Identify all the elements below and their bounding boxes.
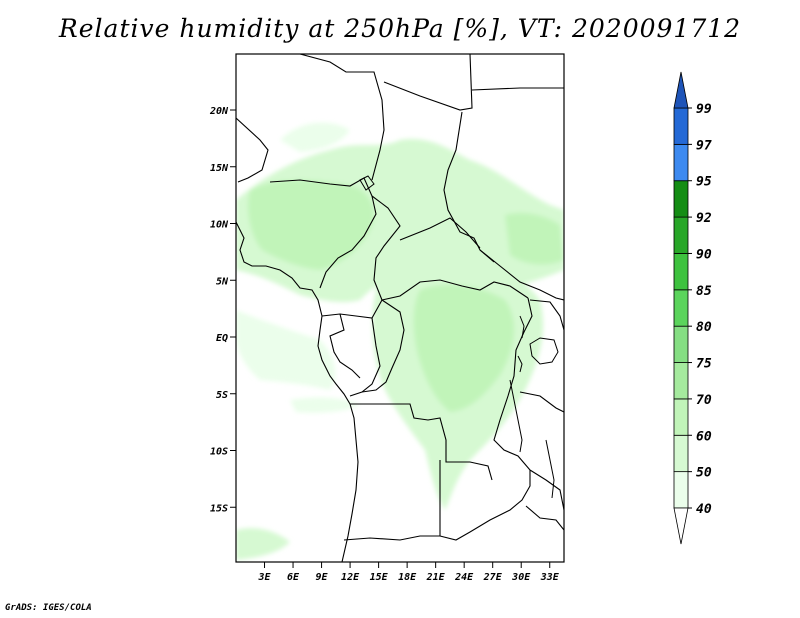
colorbar-label: 50: [696, 466, 712, 481]
lake-tanganyika: [509, 379, 523, 453]
lon-tick-label: 21E: [426, 572, 446, 583]
chart-title: Relative humidity at 250hPa [%], VT: 202…: [58, 14, 742, 43]
colorbar-segment: [673, 398, 689, 436]
lake-victoria: [529, 337, 559, 365]
lon-tick-label: 12E: [341, 572, 360, 583]
grads-credit: GrADS: IGES/COLA: [5, 603, 92, 613]
border-chad-car: [371, 195, 401, 301]
border-congo: [349, 317, 381, 397]
border-mozambique: [525, 505, 564, 531]
colorbar-label: 60: [696, 429, 712, 444]
colorbar-label: 92: [696, 211, 712, 226]
lat-tick-label: EQ: [216, 333, 228, 344]
colorbar-label: 80: [696, 320, 712, 335]
border-drc-east: [493, 297, 533, 471]
colorbar-label: 99: [696, 102, 712, 117]
colorbar-segment: [673, 180, 689, 218]
humidity-region-gulf: [290, 397, 360, 413]
colorbar-label: 40: [696, 502, 712, 517]
border-libya-egypt: [471, 87, 564, 91]
lat-tick-label: 5S: [216, 390, 228, 401]
humidity-region-north: [280, 122, 350, 152]
colorbar-segment: [673, 216, 689, 254]
colorbar-segment: [673, 289, 689, 327]
lat-tick-label: 10S: [210, 447, 228, 458]
colorbar-label: 95: [696, 175, 712, 190]
colorbar-label: 75: [696, 357, 712, 372]
lon-tick-label: 30E: [511, 572, 531, 583]
colorbar-segment: [673, 325, 689, 363]
lakes: [359, 175, 559, 499]
lat-tick-label: 20N: [209, 106, 229, 117]
colorbar-segment: [673, 362, 689, 400]
border-car-north: [399, 217, 481, 249]
lon-tick-label: 27E: [483, 572, 503, 583]
border-zambia: [439, 470, 531, 541]
border-sahara-north: [299, 54, 385, 181]
lake-chad: [359, 175, 375, 191]
humidity-region-atlantic: [236, 310, 336, 390]
colorbar-segment: [673, 107, 689, 145]
lat-tick-label: 10N: [210, 220, 229, 231]
humidity-region-southwest: [236, 528, 290, 560]
border-gabon-congo: [329, 313, 361, 379]
lake-kivu: [517, 355, 523, 373]
latitude-axis: 20N 15N 10N 5N EQ 5S 10S 15S: [209, 106, 236, 514]
longitude-axis: 3E 6E 9E 12E 15E 18E 21E 24E 27E 30E 33E: [257, 562, 560, 583]
border-drc-west: [361, 299, 405, 393]
colorbar-lower-arrow: [673, 507, 689, 545]
colorbar-segment: [673, 434, 689, 473]
colorbar-label: 85: [696, 284, 712, 299]
border-nigeria: [269, 177, 377, 289]
colorbar: 40 50 60 70 75 80 85 90 92 95 97 99: [673, 71, 712, 545]
lon-tick-label: 24E: [454, 572, 474, 583]
border-angola-north: [350, 403, 493, 481]
lon-tick-label: 6E: [287, 572, 300, 583]
lat-tick-label: 15S: [210, 503, 228, 514]
colorbar-upper-arrow: [673, 71, 689, 109]
lat-tick-label: 15N: [210, 163, 229, 174]
border-cameroon-gabon: [321, 299, 383, 319]
lake-albert: [519, 315, 525, 339]
lon-tick-label: 33E: [540, 572, 560, 583]
humidity-region-east-highland: [505, 213, 564, 265]
lon-tick-label: 18E: [398, 572, 417, 583]
lon-tick-label: 9E: [316, 572, 329, 583]
lon-tick-label: 15E: [370, 572, 389, 583]
humidity-field: [236, 122, 564, 560]
border-mali-niger: [236, 117, 269, 183]
border-east-africa: [529, 299, 564, 331]
colorbar-label: 70: [696, 393, 712, 408]
border-niger-chad: [383, 54, 473, 111]
lake-malawi: [545, 439, 555, 499]
colorbar-label: 90: [696, 247, 712, 262]
border-sudan-south: [479, 249, 564, 301]
lon-tick-label: 3E: [257, 572, 271, 583]
colorbar-label: 97: [696, 138, 712, 153]
border-zambia-east: [529, 469, 564, 511]
humidity-region-basin-core: [413, 284, 515, 412]
border-car-south: [381, 279, 529, 301]
humidity-region-west: [248, 180, 374, 270]
country-borders: [236, 54, 564, 562]
border-tanzania: [519, 391, 564, 413]
colorbar-segment: [673, 143, 689, 182]
map-frame: [235, 53, 565, 563]
colorbar-segment: [673, 471, 689, 509]
border-angola-south: [343, 535, 440, 541]
colorbar-segment: [673, 253, 689, 291]
lat-tick-label: 5N: [216, 276, 229, 287]
coastline-west: [236, 221, 359, 562]
